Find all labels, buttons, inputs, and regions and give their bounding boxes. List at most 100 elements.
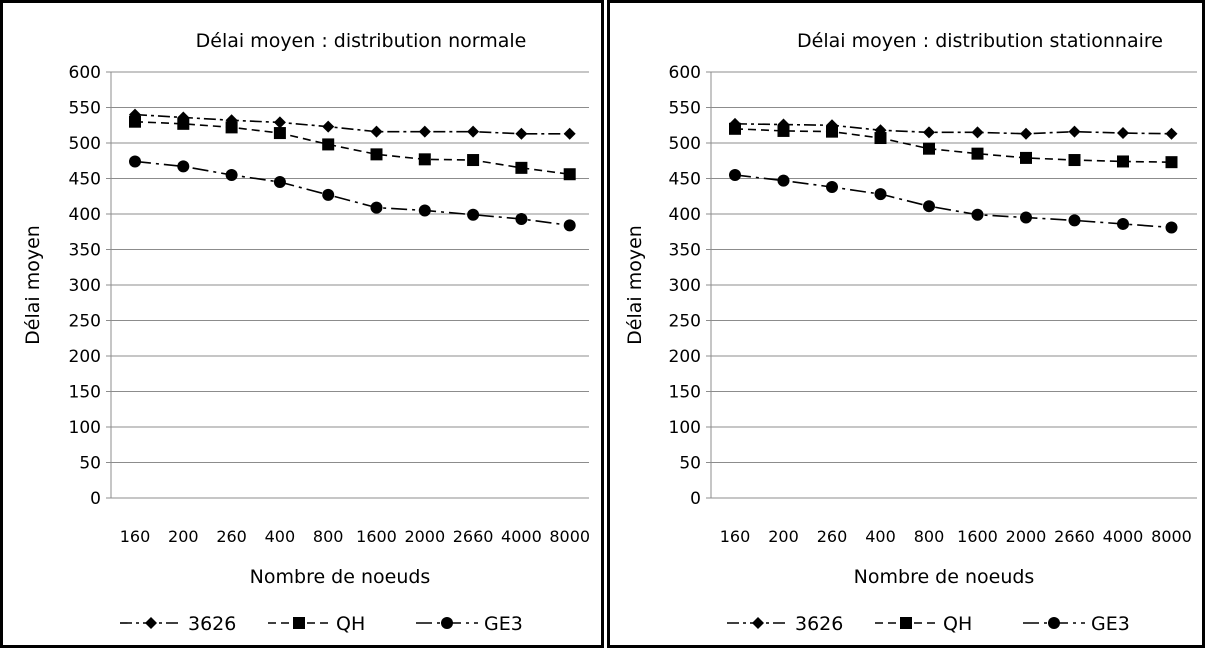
- legend-item-3626: 3626: [727, 613, 843, 635]
- x-tick-label: 8000: [549, 527, 590, 546]
- legend-label: QH: [943, 613, 972, 635]
- data-point: [1020, 211, 1032, 224]
- x-tick-label: 200: [168, 527, 199, 546]
- data-point: [1068, 154, 1081, 167]
- legend-item-3626: 3626: [120, 613, 236, 635]
- data-point: [923, 126, 935, 139]
- legend-item-QH: QH: [268, 613, 365, 635]
- data-point: [370, 148, 383, 161]
- legend-label: GE3: [1091, 613, 1130, 635]
- data-point: [370, 125, 383, 138]
- legend-label: 3626: [188, 613, 236, 635]
- y-tick-label: 550: [69, 99, 101, 119]
- data-point: [826, 125, 838, 138]
- legend-marker: [752, 617, 764, 629]
- series-GE3: [729, 168, 1178, 234]
- y-tick-label: 50: [679, 454, 701, 474]
- y-tick-label: 500: [669, 134, 701, 154]
- legend-marker: [900, 617, 912, 629]
- legend-item-GE3: GE3: [416, 613, 523, 635]
- y-tick-label: 350: [69, 241, 101, 261]
- data-point: [418, 125, 431, 138]
- x-tick-label: 2660: [1054, 527, 1095, 546]
- x-tick-label: 160: [120, 527, 151, 546]
- data-point: [874, 132, 887, 145]
- data-point: [177, 117, 190, 130]
- x-tick-label: 4000: [1103, 527, 1144, 546]
- data-point: [515, 161, 528, 174]
- x-tick-label: 400: [865, 527, 896, 546]
- data-point: [826, 181, 838, 194]
- y-tick-label: 250: [69, 312, 101, 332]
- data-point: [1117, 127, 1129, 140]
- data-point: [177, 160, 190, 173]
- legend-label: GE3: [484, 613, 523, 635]
- series-line: [134, 160, 570, 227]
- chart-title: Délai moyen : distribution stationnaire: [797, 30, 1163, 52]
- data-point: [777, 174, 790, 187]
- y-tick-label: 250: [669, 312, 701, 332]
- y-tick-label: 200: [669, 347, 701, 367]
- data-point: [971, 126, 984, 139]
- y-tick-label: 100: [69, 418, 101, 438]
- y-axis-label: Délai moyen: [624, 225, 646, 345]
- data-point: [971, 208, 984, 221]
- y-tick-label: 200: [69, 347, 101, 367]
- chart-2: 0 50 100 150 200 250 300 350 400 450 500 550 600 160 2…: [607, 0, 1205, 648]
- series-line: [734, 123, 1172, 135]
- data-point: [1020, 151, 1032, 164]
- y-tick-label: 0: [90, 489, 101, 509]
- chart-title: Délai moyen : distribution normale: [196, 30, 527, 52]
- gridlines: [106, 71, 589, 499]
- data-point: [874, 188, 887, 201]
- legend-marker: [293, 617, 305, 629]
- y-tick-label: 150: [69, 383, 101, 403]
- data-point: [563, 219, 576, 232]
- chart-border: [607, 0, 1205, 648]
- data-point: [1068, 125, 1081, 138]
- data-point: [225, 121, 238, 134]
- data-point: [515, 127, 528, 140]
- x-tick-label: 800: [313, 527, 344, 546]
- data-point: [273, 127, 286, 140]
- data-point: [1117, 217, 1129, 230]
- series-line: [734, 128, 1172, 163]
- data-point: [923, 200, 935, 213]
- x-tick-label: 260: [216, 527, 247, 546]
- data-point: [418, 204, 431, 217]
- series-3626: [729, 117, 1178, 140]
- data-point: [729, 168, 741, 181]
- x-tick-label: 200: [768, 527, 799, 546]
- x-tick-label: 160: [720, 527, 751, 546]
- data-point: [729, 122, 741, 135]
- chart-1: 0 50 100 150 200 250 300 350 400 450 500 550 600 160 2…: [0, 0, 604, 648]
- legend-label: 3626: [795, 613, 843, 635]
- legend: 3626 QH GE3: [727, 613, 1130, 635]
- data-point: [1165, 221, 1178, 234]
- data-point: [370, 201, 383, 214]
- data-point: [467, 125, 480, 138]
- x-tick-label: 260: [817, 527, 848, 546]
- series-line: [134, 120, 570, 176]
- y-tick-label: 500: [69, 134, 101, 154]
- y-tick-label: 0: [690, 489, 701, 509]
- chart-panel-2: 0 50 100 150 200 250 300 350 400 450 500 550 600 160 2…: [607, 0, 1205, 648]
- x-tick-label: 4000: [501, 527, 542, 546]
- data-point: [1068, 214, 1081, 227]
- series-line: [134, 113, 570, 135]
- y-tick-label: 600: [669, 63, 701, 83]
- data-point: [322, 120, 335, 133]
- x-tick-label: 8000: [1151, 527, 1192, 546]
- legend-marker: [441, 617, 453, 629]
- series-3626: [129, 108, 576, 140]
- y-tick-label: 100: [669, 418, 701, 438]
- x-tick-label: 2000: [404, 527, 445, 546]
- data-point: [563, 168, 576, 181]
- data-point: [563, 127, 576, 140]
- data-point: [225, 168, 238, 181]
- data-point: [1020, 127, 1032, 140]
- data-point: [777, 124, 790, 137]
- x-tick-label: 1600: [957, 527, 998, 546]
- data-point: [322, 188, 335, 201]
